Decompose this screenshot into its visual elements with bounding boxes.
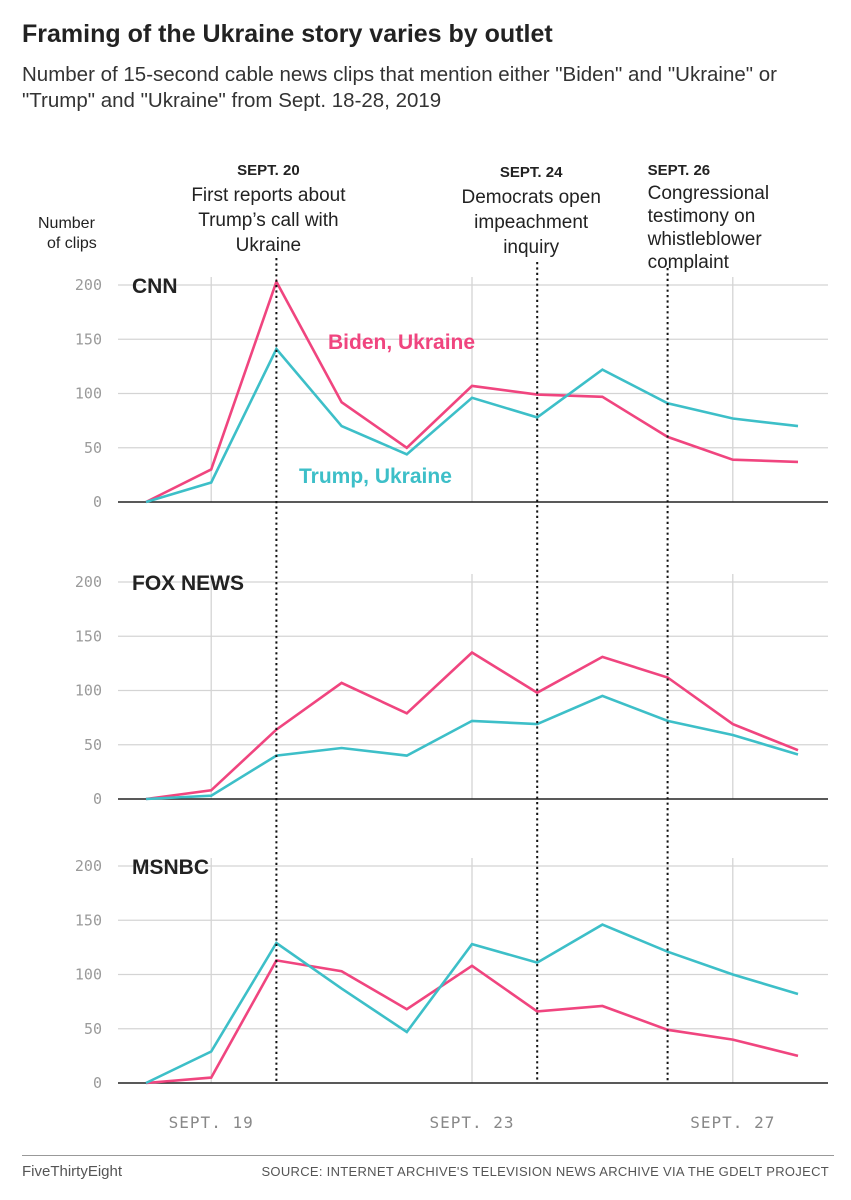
- series-line-biden: [145, 650, 799, 801]
- line-chart: 0 50 100 150 200 CNN 0 50 100 150 200 FOX NEWS 0 50 10…: [38, 162, 828, 1132]
- chart-subtitle: Number of 15-second cable news clips tha…: [22, 63, 777, 112]
- event-date-label: SEPT. 20: [237, 162, 300, 179]
- event-date-label: SEPT. 24: [500, 164, 563, 181]
- event-description: Democrats open: [461, 187, 600, 208]
- panel-label: FOX NEWS: [132, 572, 244, 595]
- series-label-trump: Trump, Ukraine: [299, 465, 452, 488]
- series-line-trump: [145, 923, 799, 1085]
- event-description: First reports about: [191, 185, 346, 206]
- y-axis-label: Number: [38, 215, 96, 232]
- event-description: testimony on: [648, 206, 756, 227]
- y-tick-label: 150: [75, 627, 102, 645]
- y-tick-label: 200: [75, 573, 102, 591]
- event-description: Trump’s call with: [198, 210, 338, 231]
- y-tick-label: 50: [84, 736, 102, 754]
- series-line-biden: [145, 958, 799, 1085]
- chart-title: Framing of the Ukraine story varies by o…: [22, 20, 553, 48]
- event-description: inquiry: [503, 237, 559, 258]
- source-note: SOURCE: INTERNET ARCHIVE'S TELEVISION NE…: [261, 1164, 829, 1179]
- panel-label: CNN: [132, 275, 178, 298]
- event-description: Ukraine: [236, 235, 301, 256]
- event-date-label: SEPT. 26: [648, 162, 711, 179]
- x-tick-label: SEPT. 27: [690, 1113, 775, 1132]
- y-tick-label: 0: [93, 790, 102, 808]
- y-tick-label: 200: [75, 857, 102, 875]
- event-description: complaint: [648, 252, 730, 273]
- event-description: Congressional: [648, 183, 769, 204]
- y-tick-label: 150: [75, 911, 102, 929]
- y-axis-label: of clips: [47, 235, 97, 252]
- event-markers: [275, 258, 669, 1083]
- footer-divider: [22, 1155, 834, 1156]
- y-tick-label: 100: [75, 682, 102, 700]
- series-line-trump: [145, 694, 799, 801]
- y-tick-label: 100: [75, 385, 102, 403]
- series-label-biden: Biden, Ukraine: [328, 331, 475, 354]
- event-description: impeachment: [474, 212, 589, 233]
- series-line-biden: [145, 278, 799, 504]
- x-tick-label: SEPT. 19: [169, 1113, 254, 1132]
- y-tick-label: 150: [75, 330, 102, 348]
- panel-label: MSNBC: [132, 856, 209, 879]
- event-description: whistleblower: [647, 229, 763, 250]
- chart-labels: 0 50 100 150 200 CNN 0 50 100 150 200 FOX NEWS 0 50 10…: [38, 162, 775, 1132]
- y-tick-label: 50: [84, 1020, 102, 1038]
- y-tick-label: 0: [93, 493, 102, 511]
- y-tick-label: 50: [84, 439, 102, 457]
- series-line-trump: [145, 346, 799, 504]
- y-tick-label: 0: [93, 1074, 102, 1092]
- gridlines: [118, 277, 828, 1084]
- y-tick-label: 200: [75, 276, 102, 294]
- brand-logo-text: FiveThirtyEight: [22, 1163, 123, 1180]
- x-tick-label: SEPT. 23: [429, 1113, 514, 1132]
- series-lines: [145, 278, 799, 1085]
- y-tick-label: 100: [75, 966, 102, 984]
